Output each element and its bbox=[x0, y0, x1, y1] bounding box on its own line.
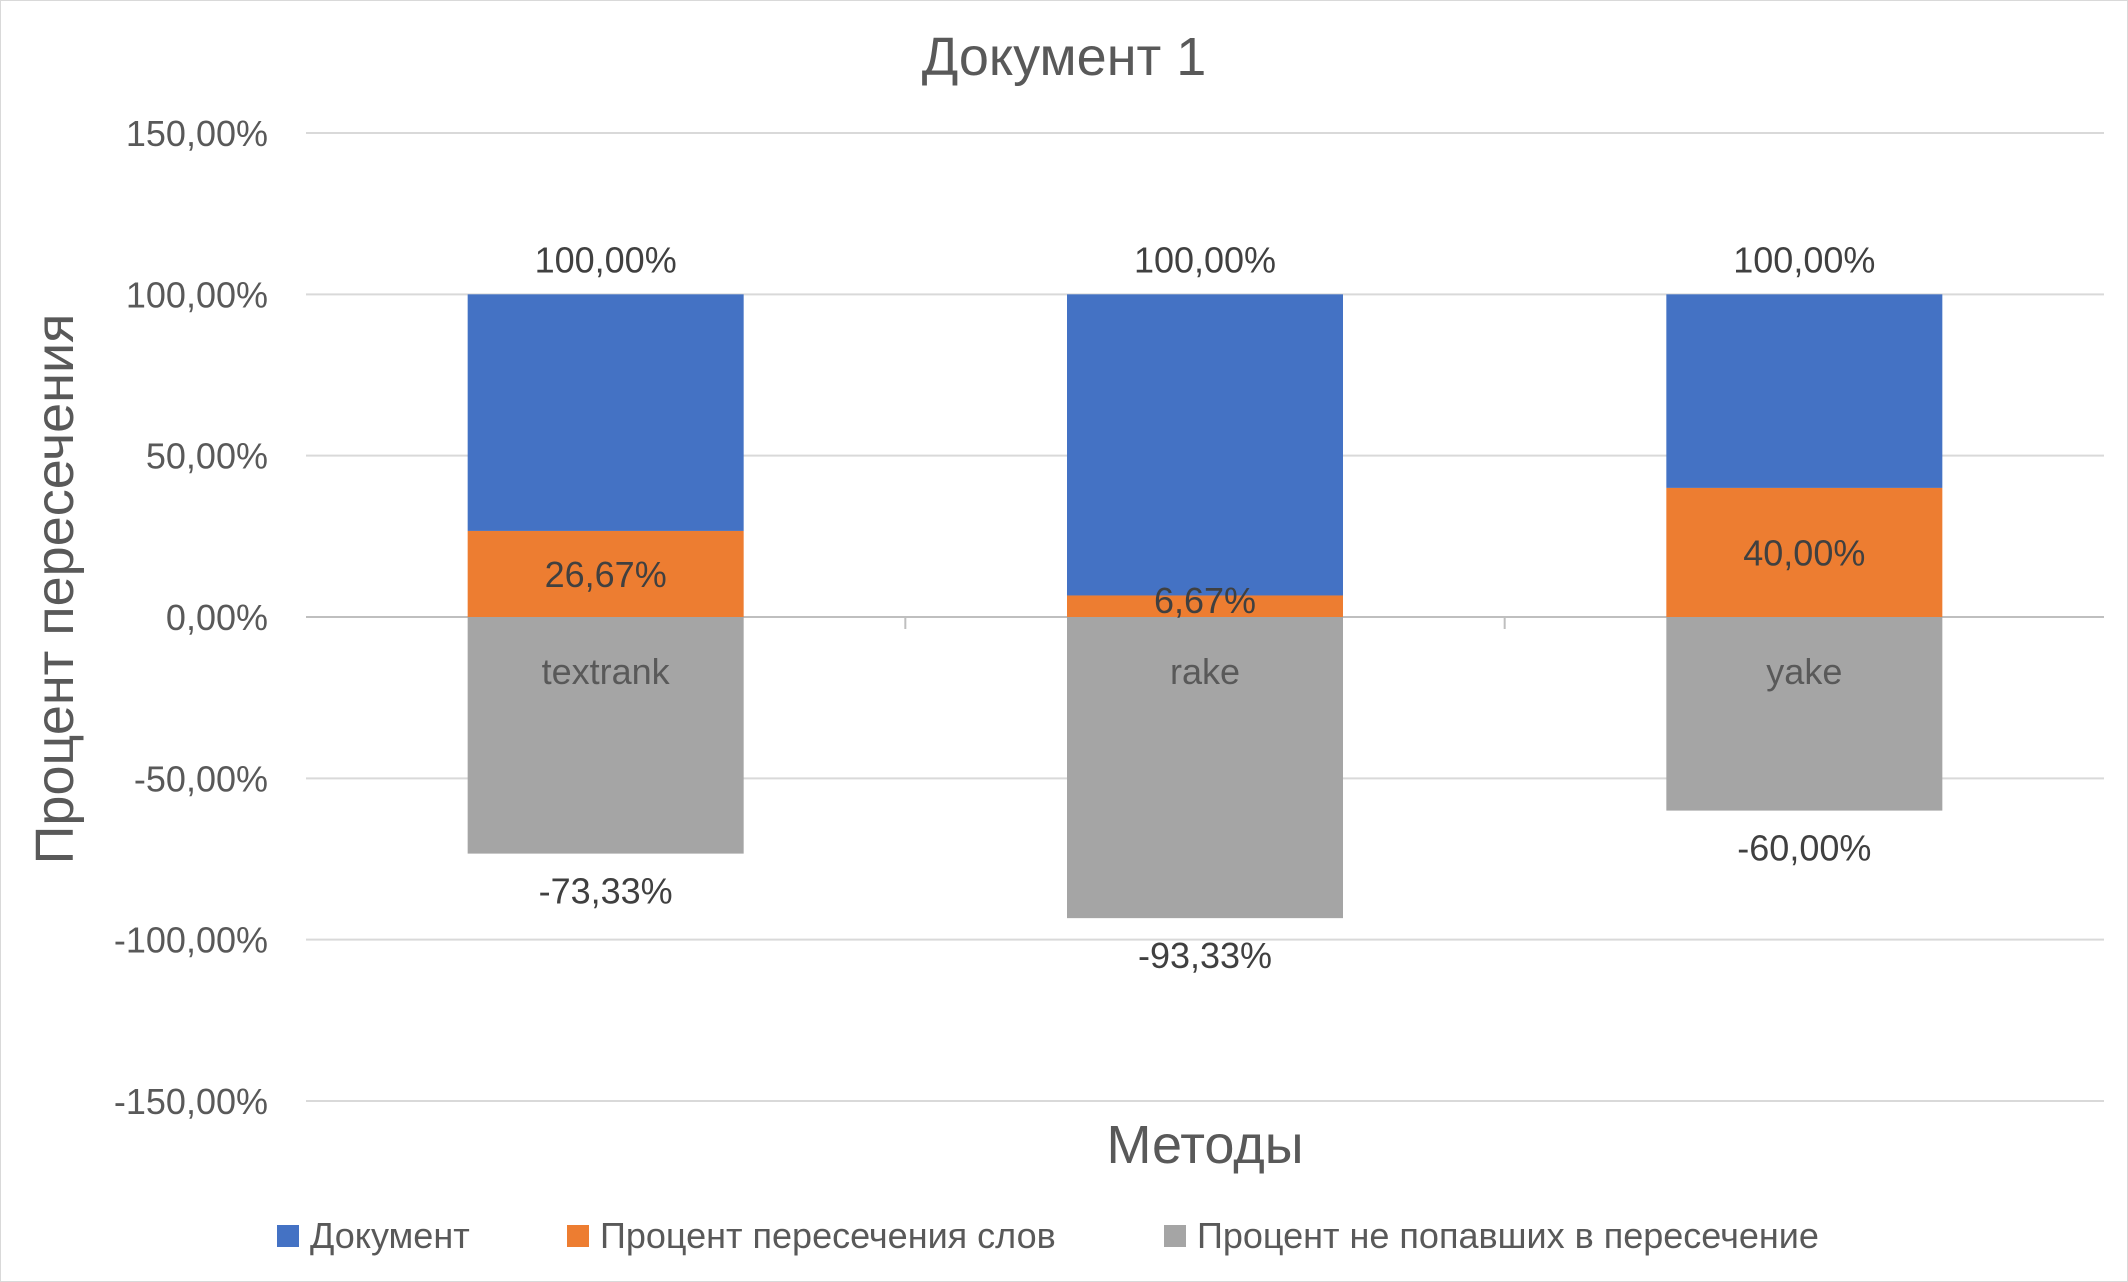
data-labels: 100,00% 26,67% -73,33% 100,00% 6,67% -93,33% 1… bbox=[535, 239, 1876, 976]
bar-segment-overlap bbox=[1067, 595, 1343, 617]
bar-segment-overlap bbox=[467, 530, 744, 617]
y-tick-label: -50,00% bbox=[134, 758, 268, 799]
y-tick-label: 0,00% bbox=[166, 597, 268, 638]
data-label-document: 100,00% bbox=[1134, 239, 1276, 280]
bar-segment-overlap bbox=[1666, 487, 1943, 617]
data-label-not-overlap: -73,33% bbox=[539, 871, 673, 912]
data-label-document: 100,00% bbox=[1733, 239, 1875, 280]
bar-segment-not-overlap bbox=[1666, 617, 1943, 811]
bar-segment-not-overlap bbox=[467, 617, 744, 854]
category-label: rake bbox=[1170, 651, 1240, 692]
legend-item: Документ bbox=[277, 1215, 470, 1256]
y-tick-label: -100,00% bbox=[114, 920, 268, 961]
bars bbox=[467, 294, 1943, 919]
y-axis-ticks: 150,00% 100,00% 50,00% 0,00% -50,00% -100,00%… bbox=[114, 113, 268, 1122]
legend-label: Процент не попавших в пересечение bbox=[1197, 1215, 1819, 1256]
bar-segment-not-overlap bbox=[1067, 617, 1343, 919]
category-labels: textrank rake yake bbox=[542, 651, 1843, 692]
bar-segment-document bbox=[1666, 294, 1943, 488]
data-label-not-overlap: -60,00% bbox=[1737, 828, 1871, 869]
y-tick-label: 50,00% bbox=[146, 436, 268, 477]
legend-label: Процент пересечения слов bbox=[600, 1215, 1056, 1256]
data-label-document: 100,00% bbox=[535, 239, 677, 280]
data-label-overlap: 40,00% bbox=[1743, 532, 1865, 573]
legend-item: Процент пересечения слов bbox=[567, 1215, 1056, 1256]
y-tick-label: 100,00% bbox=[126, 274, 268, 315]
legend: Документ Процент пересечения слов Процент … bbox=[277, 1215, 1819, 1256]
data-label-overlap: 6,67% bbox=[1154, 580, 1256, 621]
category-label: yake bbox=[1766, 651, 1842, 692]
bar-segment-document bbox=[467, 294, 744, 531]
legend-swatch bbox=[567, 1225, 589, 1247]
chart-title: Документ 1 bbox=[922, 27, 1207, 87]
y-tick-label: 150,00% bbox=[126, 113, 268, 154]
bar-segment-document bbox=[1067, 294, 1343, 596]
legend-swatch bbox=[1164, 1225, 1186, 1247]
legend-label: Документ bbox=[310, 1215, 470, 1256]
category-label: textrank bbox=[542, 651, 671, 692]
legend-item: Процент не попавших в пересечение bbox=[1164, 1215, 1819, 1256]
x-axis-title: Методы bbox=[1106, 1115, 1303, 1175]
y-tick-label: -150,00% bbox=[114, 1081, 268, 1122]
legend-swatch bbox=[277, 1225, 299, 1247]
data-label-overlap: 26,67% bbox=[545, 554, 667, 595]
y-axis-title: Процент пересечения bbox=[25, 314, 85, 865]
data-label-not-overlap: -93,33% bbox=[1138, 935, 1272, 976]
